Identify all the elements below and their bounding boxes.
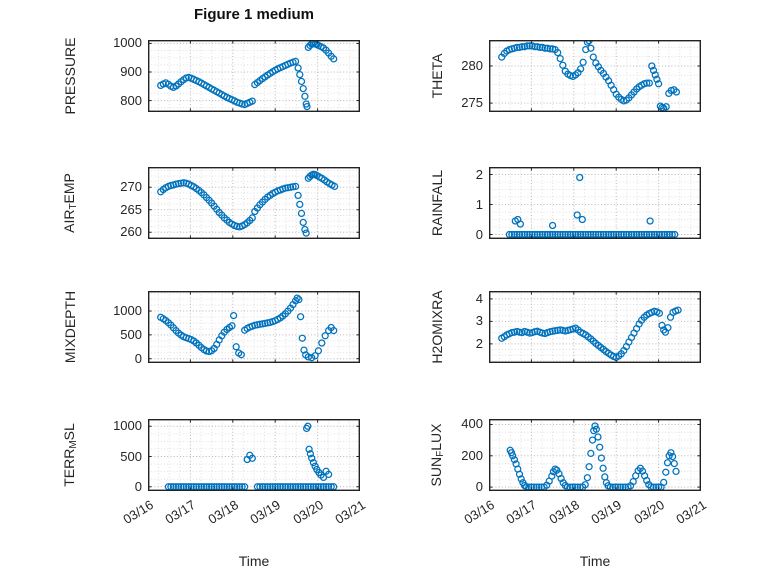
y-tick-label: 800 xyxy=(120,92,142,108)
scatter-series xyxy=(157,40,338,111)
subplot-airtemp: 260 265 270 AIRTEMP xyxy=(61,166,361,239)
subplot-theta: 275 280 THETA xyxy=(429,39,702,112)
y-tick-label: 265 xyxy=(120,201,142,217)
x-axis-label: Time xyxy=(238,553,270,569)
y-axis-label-subscript: M xyxy=(68,440,79,449)
subplot-h2omixra: 2 3 4 H2OMIXRA xyxy=(429,290,702,364)
subplot-mixdepth: 0 500 1000 MIXDEPTH xyxy=(62,290,361,366)
y-tick-label: 1000 xyxy=(113,418,142,434)
y-axis-label: PRESSURE xyxy=(62,37,78,114)
y-tick-label: 0 xyxy=(134,478,142,494)
y-tick-label: 1000 xyxy=(113,303,142,319)
chart-canvas xyxy=(147,166,361,239)
y-axis-label-text: PRESSURE xyxy=(62,37,78,115)
y-tick-label: 4 xyxy=(475,290,483,306)
y-axis-label-text: THETA xyxy=(429,53,445,99)
y-tick-label: 1000 xyxy=(113,35,142,51)
y-tick-label: 200 xyxy=(461,447,483,463)
y-axis-label-text: EMP xyxy=(61,173,77,204)
y-axis-label: SUNFLUX xyxy=(428,424,446,487)
y-tick-label: 280 xyxy=(461,57,483,73)
y-tick-label: 400 xyxy=(461,416,483,432)
y-axis-label-text: AIR xyxy=(61,209,77,233)
y-tick-label: 2 xyxy=(475,166,483,182)
y-axis-label-text: RAINFALL xyxy=(429,169,445,237)
y-tick-label: 1 xyxy=(475,196,483,212)
y-axis-label-text: H2OMIXRA xyxy=(429,290,445,364)
y-axis-label: MIXDEPTH xyxy=(62,291,78,363)
y-axis-label-text: TERR xyxy=(61,448,77,487)
y-axis-label-text: SUN xyxy=(428,456,444,487)
y-tick-label: 500 xyxy=(120,448,142,464)
chart-canvas xyxy=(147,290,361,363)
y-tick-label: 270 xyxy=(120,179,142,195)
subplot-rainfall: 0 1 2 RAINFALL xyxy=(429,166,702,242)
scatter-series xyxy=(498,40,681,112)
y-axis-label-text: SL xyxy=(61,423,77,441)
y-tick-label: 0 xyxy=(475,479,483,495)
y-tick-label: 900 xyxy=(120,64,142,79)
scatter-series xyxy=(506,422,680,491)
chart-canvas xyxy=(147,418,361,491)
y-tick-label: 260 xyxy=(120,224,142,240)
y-tick-label: 3 xyxy=(475,313,483,329)
y-tick-label: 500 xyxy=(120,326,142,342)
scatter-series xyxy=(505,173,679,239)
y-axis-label: THETA xyxy=(429,54,445,99)
scatter-series xyxy=(157,294,338,362)
y-axis-label-subscript: F xyxy=(435,450,446,457)
figure-title: Figure 1 medium xyxy=(193,6,315,23)
scatter-series xyxy=(498,306,682,362)
y-axis-label: TERRMSL xyxy=(61,423,79,487)
y-axis-label-text: LUX xyxy=(428,423,444,451)
y-tick-label: 0 xyxy=(134,350,142,366)
subplot-pressure: 800 900 1000 PRESSURE xyxy=(62,35,361,115)
chart-canvas xyxy=(147,39,361,112)
chart-canvas xyxy=(488,418,702,491)
chart-canvas xyxy=(488,166,702,239)
y-tick-label: 2 xyxy=(475,335,483,351)
y-axis-label: AIRTEMP xyxy=(61,173,79,233)
subplot-sunflux: 0 200 400 SUNFLUX 03/16 03/17 03/18 03/19 03/20 0… xyxy=(428,416,709,569)
chart-canvas xyxy=(488,39,702,112)
y-tick-label: 275 xyxy=(461,95,483,111)
y-axis-label: H2OMIXRA xyxy=(429,290,445,363)
y-axis-label-text: MIXDEPTH xyxy=(62,290,78,364)
subplot-terrmsl: 0 500 1000 TERRMSL 03/16 03/17 03/18 03/19 03/20… xyxy=(61,418,368,569)
scatter-series xyxy=(157,170,339,237)
y-tick-label: 0 xyxy=(475,226,483,242)
y-axis-label-subscript: T xyxy=(68,203,79,210)
x-axis-label: Time xyxy=(579,553,611,569)
y-axis-label: RAINFALL xyxy=(429,170,445,236)
chart-canvas xyxy=(488,290,702,363)
